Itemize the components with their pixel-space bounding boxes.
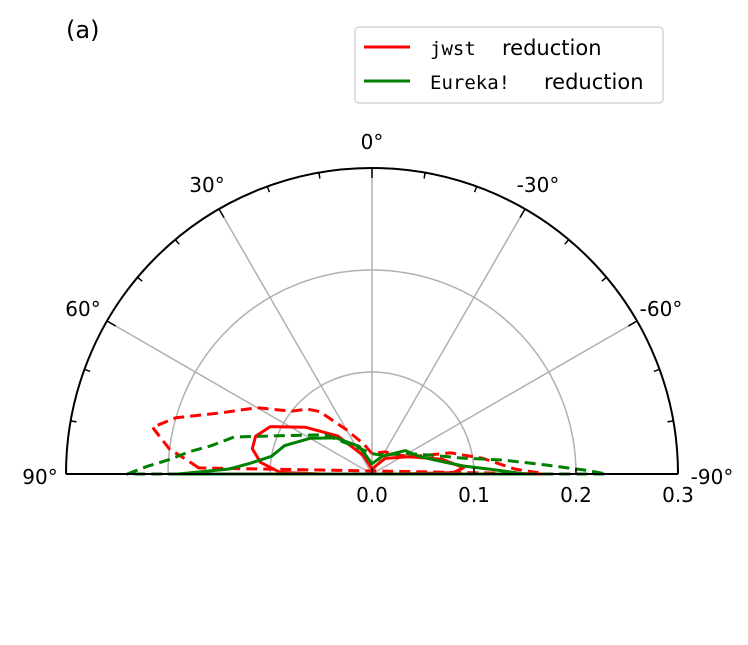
panel-label: (a) xyxy=(66,16,99,44)
radial-gridline xyxy=(106,320,373,475)
legend-label-eureka: reduction xyxy=(544,70,644,94)
theta-tick-label: 60° xyxy=(65,297,100,321)
contour-eureka-outer xyxy=(125,433,609,476)
contour-eureka-inner xyxy=(176,436,527,476)
theta-tick-mark xyxy=(174,239,180,245)
legend-code-jwst: jwst xyxy=(430,38,476,60)
theta-tick-label: -90° xyxy=(691,465,734,489)
theta-tick-label: -30° xyxy=(517,173,560,197)
theta-tick-mark xyxy=(653,368,660,373)
theta-tick-mark xyxy=(519,208,526,219)
legend-label-jwst: reduction xyxy=(502,36,602,60)
polar-grid xyxy=(106,168,638,475)
theta-tick-mark xyxy=(318,172,321,179)
legend: jwst reduction Eureka! reduction xyxy=(354,26,664,104)
radial-tick-label: 0.0 xyxy=(356,483,388,507)
theta-tick-mark xyxy=(627,320,638,327)
theta-tick-mark xyxy=(473,186,478,193)
radial-gridline xyxy=(371,208,526,475)
theta-tick-label: 90° xyxy=(22,465,57,489)
theta-tick-mark xyxy=(423,172,426,179)
circular-gridline xyxy=(167,269,577,475)
radial-gridline xyxy=(371,320,638,475)
legend-code-eureka: Eureka! xyxy=(430,72,510,94)
theta-tick-label: 0° xyxy=(361,130,384,154)
theta-tick-mark xyxy=(564,239,570,245)
radial-tick-label: 0.3 xyxy=(662,483,694,507)
theta-tick-mark xyxy=(266,186,271,193)
radial-tick-label: 0.2 xyxy=(560,483,592,507)
tick-labels: 90° 60° 30° 0° -30° -60° -90° 0.0 0.1 0.2 0.3 xyxy=(22,130,733,507)
theta-tick-label: -60° xyxy=(640,297,683,321)
theta-tick-mark xyxy=(218,208,225,219)
theta-tick-mark xyxy=(601,276,607,282)
theta-tick-mark xyxy=(70,420,77,423)
polar-frame xyxy=(65,167,679,475)
contour-jwst-inner xyxy=(250,425,466,476)
radial-tick-label: 0.1 xyxy=(458,483,490,507)
legend-box xyxy=(354,26,664,104)
theta-tick-mark xyxy=(667,420,674,423)
theta-tick-mark xyxy=(84,368,91,373)
contour-series xyxy=(125,406,609,476)
contour-jwst-outer xyxy=(151,406,547,476)
theta-tick-mark xyxy=(106,320,117,327)
theta-tick-label: 30° xyxy=(189,173,224,197)
theta-tick-mark xyxy=(137,276,143,282)
